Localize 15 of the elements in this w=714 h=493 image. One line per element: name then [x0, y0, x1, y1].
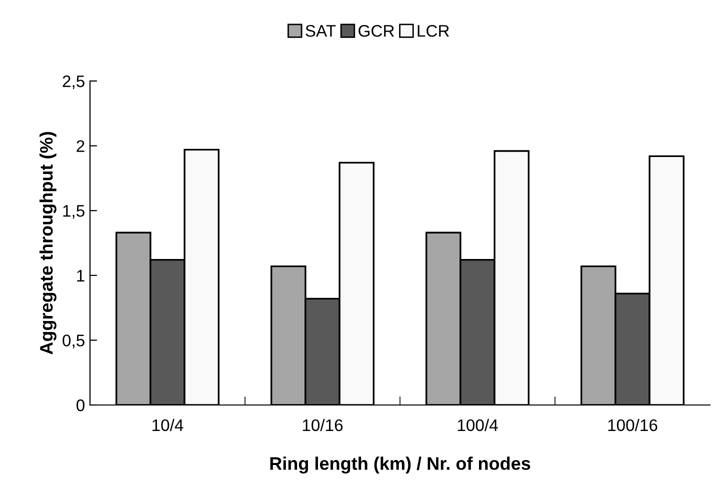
x-tick-label: 100/4 [458, 418, 498, 432]
y-tick-label: 0,5 [62, 334, 84, 348]
y-tick-label: 0 [76, 399, 84, 412]
legend-label: SAT [306, 24, 336, 37]
x-tick-label: 10/16 [302, 418, 343, 432]
x-tick-label: 10/4 [152, 418, 184, 432]
y-tick-label: 1,5 [63, 205, 84, 219]
x-tick-label: 100/16 [608, 418, 658, 432]
legend-label: GCR [358, 24, 394, 37]
y-tick-label: 1 [77, 270, 84, 282]
y-tick-label: 2,5 [62, 75, 84, 90]
x-axis-title: Ring length (km) / Nr. of nodes [270, 456, 530, 474]
y-axis-title: Aggregate throughput (%) [40, 132, 56, 354]
legend-label: LCR [418, 24, 450, 37]
y-tick-label: 2 [76, 140, 84, 152]
